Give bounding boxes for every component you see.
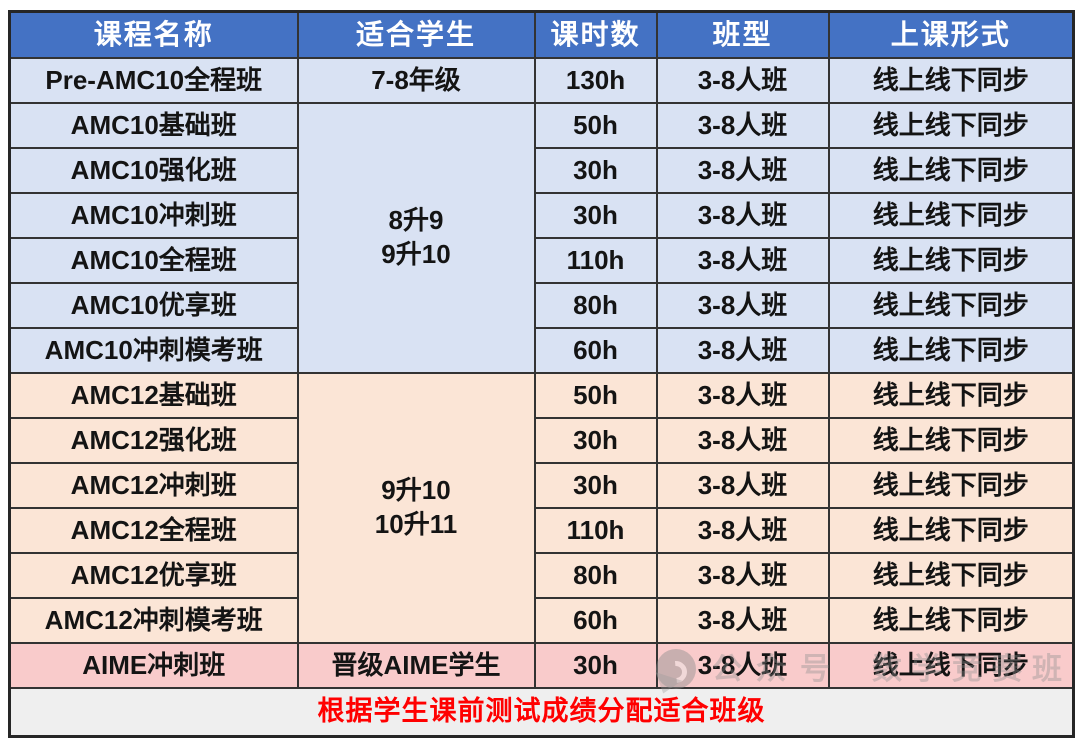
hours-cell: 110h xyxy=(533,237,658,284)
class-size-cell: 3-8人班 xyxy=(655,237,830,284)
class-size-cell: 3-8人班 xyxy=(655,597,830,644)
course-name-cell: AMC10全程班 xyxy=(8,237,299,284)
table-row: AMC10全程班 110h 3-8人班 线上线下同步 xyxy=(8,237,1075,284)
class-size-cell: 3-8人班 xyxy=(655,462,830,509)
format-cell: 线上线下同步 xyxy=(827,462,1075,509)
merged-students-line: 9升10 xyxy=(381,239,451,269)
course-name-cell: AMC10基础班 xyxy=(8,102,299,149)
class-size-cell: 3-8人班 xyxy=(655,417,830,464)
format-cell: 线上线下同步 xyxy=(827,102,1075,149)
col-header-class-size: 班型 xyxy=(655,10,830,59)
footer-note: 根据学生课前测试成绩分配适合班级 xyxy=(8,687,1075,738)
table-row: AMC12冲刺班 30h 3-8人班 线上线下同步 xyxy=(8,462,1075,509)
hours-cell: 30h xyxy=(533,642,658,689)
format-cell: 线上线下同步 xyxy=(827,327,1075,374)
class-size-cell: 3-8人班 xyxy=(655,147,830,194)
course-name-cell: AMC10强化班 xyxy=(8,147,299,194)
table-row: AMC10强化班 30h 3-8人班 线上线下同步 xyxy=(8,147,1075,194)
class-size-cell: 3-8人班 xyxy=(655,102,830,149)
table-row: AMC10基础班 8升9 9升10 50h 3-8人班 线上线下同步 xyxy=(8,102,1075,374)
table-row: AMC10冲刺模考班 60h 3-8人班 线上线下同步 xyxy=(8,327,1075,374)
merged-students-line: 10升11 xyxy=(374,509,458,539)
class-size-cell: 3-8人班 xyxy=(655,282,830,329)
table-row: AMC12强化班 30h 3-8人班 线上线下同步 xyxy=(8,417,1075,464)
class-size-cell: 3-8人班 xyxy=(655,192,830,239)
course-name-cell: AMC10优享班 xyxy=(8,282,299,329)
table-row: AMC12全程班 110h 3-8人班 线上线下同步 xyxy=(8,507,1075,554)
course-name-cell: Pre-AMC10全程班 xyxy=(8,57,299,104)
course-name-cell: AMC12全程班 xyxy=(8,507,299,554)
format-cell: 线上线下同步 xyxy=(827,282,1075,329)
format-cell: 线上线下同步 xyxy=(827,597,1075,644)
hours-cell: 130h xyxy=(533,57,658,104)
format-cell: 线上线下同步 xyxy=(827,237,1075,284)
format-cell: 线上线下同步 xyxy=(827,552,1075,599)
col-header-suitable-students: 适合学生 xyxy=(296,10,536,59)
hours-cell: 60h xyxy=(533,327,658,374)
format-cell: 线上线下同步 xyxy=(827,192,1075,239)
hours-cell: 30h xyxy=(533,462,658,509)
course-name-cell: AMC12基础班 xyxy=(8,372,299,419)
class-size-cell: 3-8人班 xyxy=(655,642,830,689)
course-table-page: 课程名称 适合学生 课时数 班型 上课形式 Pre-AMC10全程班 7-8年级… xyxy=(0,0,1080,717)
merged-students-line: 9升10 xyxy=(381,475,451,506)
class-size-cell: 3-8人班 xyxy=(655,372,830,419)
course-name-cell: AMC10冲刺班 xyxy=(8,192,299,239)
table-row: AMC12冲刺模考班 60h 3-8人班 线上线下同步 xyxy=(8,597,1075,644)
hours-cell: 60h xyxy=(533,597,658,644)
course-name-cell: AMC12强化班 xyxy=(8,417,299,464)
table-row: AMC10优享班 80h 3-8人班 线上线下同步 xyxy=(8,282,1075,329)
class-size-cell: 3-8人班 xyxy=(655,552,830,599)
merged-students-line: 8升9 xyxy=(388,205,444,236)
format-cell: 线上线下同步 xyxy=(827,417,1075,464)
hours-cell: 50h xyxy=(533,372,658,419)
class-size-cell: 3-8人班 xyxy=(655,57,830,104)
course-name-cell: AMC12优享班 xyxy=(8,552,299,599)
hours-cell: 50h xyxy=(533,102,658,149)
hours-cell: 30h xyxy=(533,192,658,239)
hours-cell: 110h xyxy=(533,507,658,554)
students-merged-cell-amc12: 9升10 10升11 xyxy=(296,372,536,644)
format-cell: 线上线下同步 xyxy=(827,57,1075,104)
footer-row: 根据学生课前测试成绩分配适合班级 xyxy=(8,687,1075,738)
course-name-cell: AIME冲刺班 xyxy=(8,642,299,689)
format-cell: 线上线下同步 xyxy=(827,372,1075,419)
course-name-cell: AMC12冲刺班 xyxy=(8,462,299,509)
table-row: AMC12基础班 9升10 10升11 50h 3-8人班 线上线下同步 xyxy=(8,372,1075,644)
students-merged-cell-amc10: 8升9 9升10 xyxy=(296,102,536,374)
class-size-cell: 3-8人班 xyxy=(655,327,830,374)
col-header-hours: 课时数 xyxy=(533,10,658,59)
hours-cell: 30h xyxy=(533,417,658,464)
header-row: 课程名称 适合学生 课时数 班型 上课形式 xyxy=(8,10,1075,59)
col-header-format: 上课形式 xyxy=(827,10,1075,59)
col-header-course-name: 课程名称 xyxy=(8,10,299,59)
course-schedule-table: 课程名称 适合学生 课时数 班型 上课形式 Pre-AMC10全程班 7-8年级… xyxy=(8,10,1075,738)
format-cell: 线上线下同步 xyxy=(827,147,1075,194)
format-cell: 线上线下同步 xyxy=(827,507,1075,554)
hours-cell: 30h xyxy=(533,147,658,194)
class-size-cell: 3-8人班 xyxy=(655,507,830,554)
students-cell: 晋级AIME学生 xyxy=(296,642,536,689)
table-row: AMC12优享班 80h 3-8人班 线上线下同步 xyxy=(8,552,1075,599)
hours-cell: 80h xyxy=(533,552,658,599)
table-row: AMC10冲刺班 30h 3-8人班 线上线下同步 xyxy=(8,192,1075,239)
students-cell: 7-8年级 xyxy=(296,57,536,104)
hours-cell: 80h xyxy=(533,282,658,329)
course-name-cell: AMC12冲刺模考班 xyxy=(8,597,299,644)
course-name-cell: AMC10冲刺模考班 xyxy=(8,327,299,374)
format-cell: 线上线下同步 xyxy=(827,642,1075,689)
table-row: AIME冲刺班 晋级AIME学生 30h 3-8人班 线上线下同步 xyxy=(8,642,1075,689)
table-row: Pre-AMC10全程班 7-8年级 130h 3-8人班 线上线下同步 xyxy=(8,57,1075,104)
